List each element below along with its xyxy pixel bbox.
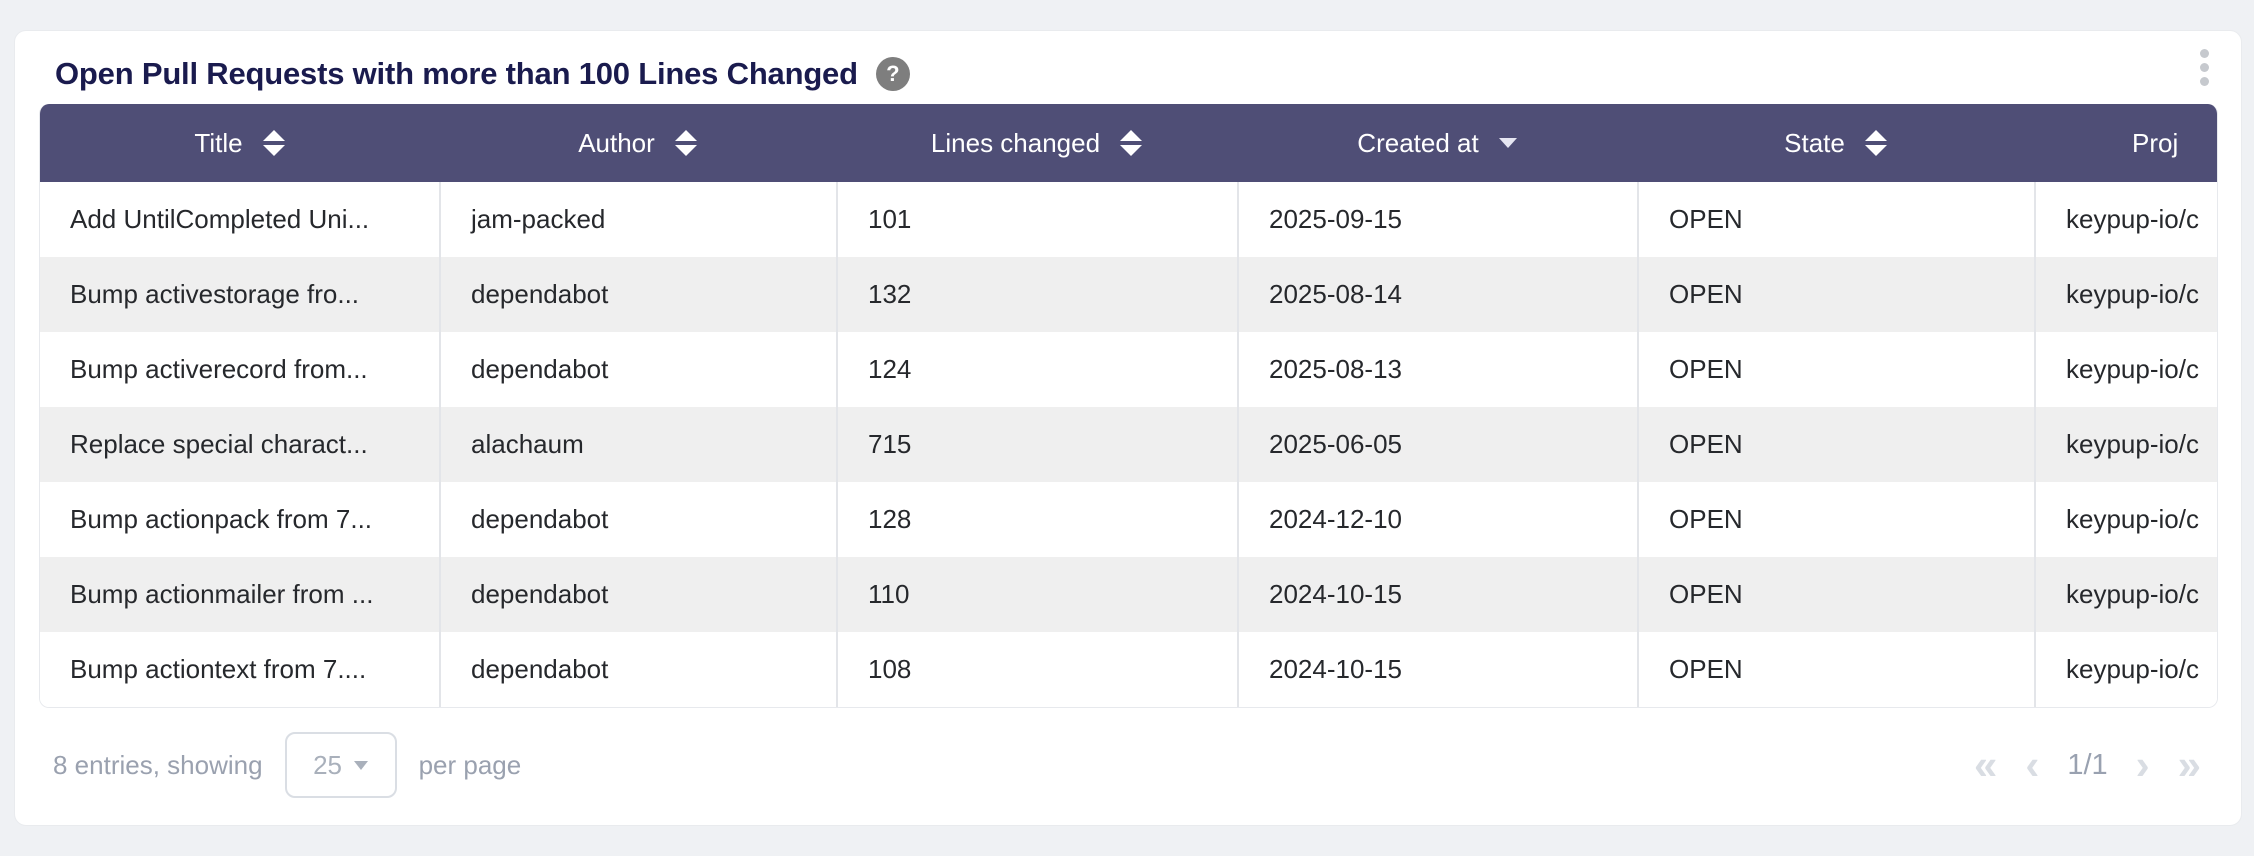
table-row[interactable]: Bump actiontext from 7.... dependabot 108 2… (40, 632, 2217, 707)
cell-author: dependabot (439, 482, 836, 557)
cell-title: Replace special charact... (70, 429, 368, 459)
chevron-down-icon (354, 760, 369, 770)
cell-created_at: 2025-08-14 (1237, 257, 1637, 332)
entries-count-label: 8 entries, showing (53, 749, 263, 780)
cell-project: keypup-io/c (2034, 332, 2217, 407)
cell-state: OPEN (1637, 557, 2034, 632)
cell-state: OPEN (1637, 482, 2034, 557)
sort-both-icon (1864, 130, 1887, 156)
cell-author: dependabot (439, 257, 836, 332)
card-title: Open Pull Requests with more than 100 Li… (55, 56, 858, 91)
column-header-created_at[interactable]: Created at (1237, 104, 1637, 182)
per-page-suffix-label: per page (418, 749, 522, 780)
table-row[interactable]: Add UntilCompleted Uni... jam-packed 101 20… (40, 182, 2217, 257)
first-page-icon[interactable]: « (1973, 741, 1998, 788)
kebab-menu-icon[interactable] (2196, 45, 2213, 90)
cell-author: dependabot (439, 632, 836, 707)
cell-author: alachaum (439, 407, 836, 482)
table-row[interactable]: Replace special charact... alachaum 715 202… (40, 407, 2217, 482)
column-header-author[interactable]: Author (439, 104, 836, 182)
cell-lines_changed: 124 (836, 332, 1237, 407)
cell-created_at: 2024-10-15 (1237, 632, 1637, 707)
cell-created_at: 2024-10-15 (1237, 557, 1637, 632)
column-header-state[interactable]: State (1637, 104, 2034, 182)
table-row[interactable]: Bump activerecord from... dependabot 124 20… (40, 332, 2217, 407)
sort-both-icon (1120, 130, 1143, 156)
cell-state: OPEN (1637, 407, 2034, 482)
cell-project: keypup-io/c (2034, 557, 2217, 632)
cell-author: dependabot (439, 332, 836, 407)
cell-title: Bump actionmailer from ... (70, 579, 374, 609)
pull-requests-table: Title Author Lines changed Created at State P… (39, 104, 2218, 708)
cell-title: Bump actionpack from 7... (70, 504, 373, 534)
cell-state: OPEN (1637, 332, 2034, 407)
cell-lines_changed: 128 (836, 482, 1237, 557)
column-header-title[interactable]: Title (40, 104, 439, 182)
column-label: Author (578, 127, 655, 158)
table-body: Add UntilCompleted Uni... jam-packed 101 20… (40, 182, 2217, 707)
table-row[interactable]: Bump actionpack from 7... dependabot 128 20… (40, 482, 2217, 557)
page-indicator: 1/1 (2067, 748, 2108, 781)
cell-title: Add UntilCompleted Uni... (70, 204, 370, 234)
prev-page-icon[interactable]: ‹ (2025, 741, 2040, 788)
table-row[interactable]: Bump activestorage fro... dependabot 132 20… (40, 257, 2217, 332)
cell-project: keypup-io/c (2034, 632, 2217, 707)
card-header: Open Pull Requests with more than 100 Li… (39, 51, 2215, 97)
per-page-value: 25 (313, 749, 343, 780)
sort-both-icon (262, 130, 285, 156)
cell-created_at: 2025-08-13 (1237, 332, 1637, 407)
cell-project: keypup-io/c (2034, 182, 2217, 257)
cell-lines_changed: 108 (836, 632, 1237, 707)
cell-project: keypup-io/c (2034, 407, 2217, 482)
per-page-select[interactable]: 25 (284, 732, 397, 798)
cell-lines_changed: 101 (836, 182, 1237, 257)
cell-created_at: 2025-09-15 (1237, 182, 1637, 257)
cell-created_at: 2025-06-05 (1237, 407, 1637, 482)
column-header-project[interactable]: Proj (2034, 104, 2217, 182)
column-label: Created at (1357, 127, 1479, 158)
pagination: « ‹ 1/1 › » (1974, 744, 2215, 786)
column-header-lines_changed[interactable]: Lines changed (836, 104, 1237, 182)
cell-project: keypup-io/c (2034, 482, 2217, 557)
table-row[interactable]: Bump actionmailer from ... dependabot 110 2… (40, 557, 2217, 632)
sort-both-icon (674, 130, 697, 156)
column-label: Title (194, 127, 243, 158)
next-page-icon[interactable]: › (2135, 741, 2150, 788)
cell-author: jam-packed (439, 182, 836, 257)
cell-author: dependabot (439, 557, 836, 632)
cell-created_at: 2024-12-10 (1237, 482, 1637, 557)
cell-state: OPEN (1637, 182, 2034, 257)
column-label: Lines changed (930, 127, 1101, 158)
last-page-icon[interactable]: » (2177, 741, 2201, 788)
column-label: State (1784, 127, 1845, 158)
cell-state: OPEN (1637, 632, 2034, 707)
cell-lines_changed: 110 (836, 557, 1237, 632)
cell-state: OPEN (1637, 257, 2034, 332)
widget-card: Open Pull Requests with more than 100 Li… (14, 30, 2242, 826)
cell-lines_changed: 715 (836, 407, 1237, 482)
cell-project: keypup-io/c (2034, 257, 2217, 332)
cell-title: Bump activerecord from... (70, 354, 368, 384)
help-icon[interactable]: ? (875, 57, 910, 91)
cell-title: Bump actiontext from 7.... (70, 654, 367, 684)
table-header-row: Title Author Lines changed Created at State P… (40, 104, 2217, 182)
table-footer: 8 entries, showing 25 per page « ‹ 1/1 ›… (53, 730, 2215, 800)
column-label: Proj (2132, 127, 2179, 158)
cell-lines_changed: 132 (836, 257, 1237, 332)
sort-desc-icon (1498, 138, 1517, 148)
cell-title: Bump activestorage fro... (70, 279, 360, 309)
